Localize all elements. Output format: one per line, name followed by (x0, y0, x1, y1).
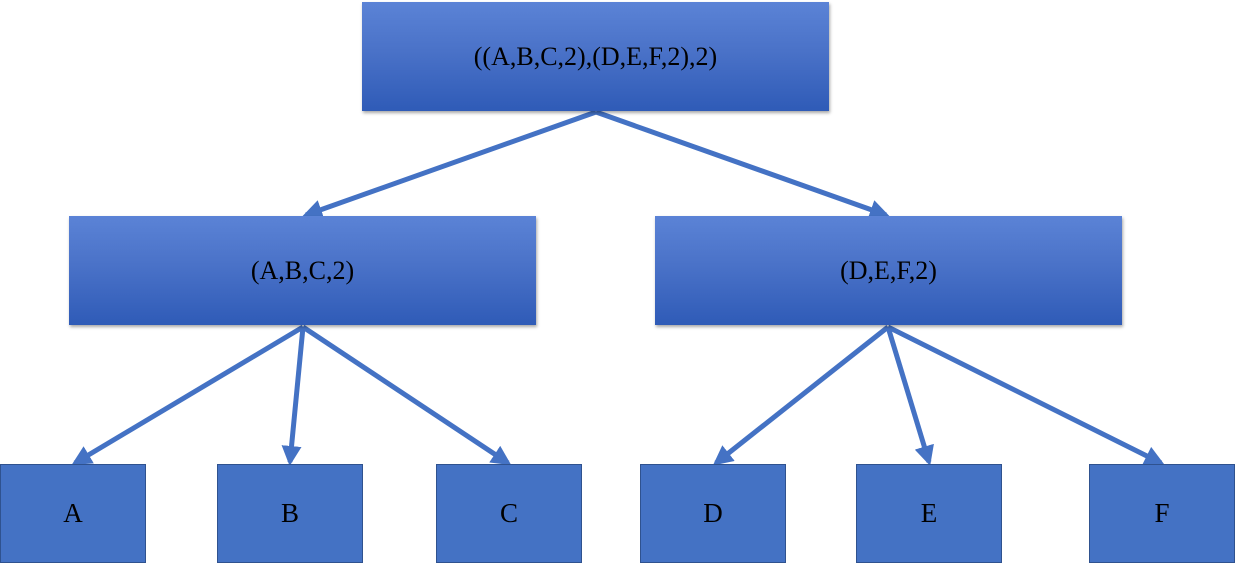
leaf-node-a: A (0, 464, 146, 563)
edge-root-left (302, 109, 597, 220)
leaf-label-a: A (63, 498, 83, 528)
edge-right-e (885, 326, 934, 466)
edge-left-a (71, 324, 305, 466)
left-subtree-label: (A,B,C,2) (250, 255, 355, 285)
leaf-label-c: C (499, 498, 518, 528)
leaf-label-d: D (703, 498, 723, 528)
root-node-label: ((A,B,C,2),(D,E,F,2),2) (473, 41, 718, 71)
right-subtree-node: (D,E,F,2) (655, 216, 1122, 325)
root-node: ((A,B,C,2),(D,E,F,2),2) (362, 2, 829, 111)
edge-left-c (301, 324, 512, 466)
leaf-node-d: D (640, 464, 786, 563)
left-subtree-node: (A,B,C,2) (69, 216, 536, 325)
edge-right-d (712, 325, 890, 466)
edge-root-right (595, 109, 890, 220)
leaf-node-b: B (217, 464, 363, 563)
edge-left-b (281, 326, 306, 466)
leaf-node-f: F (1089, 464, 1235, 563)
leaf-node-c: C (436, 464, 582, 563)
leaf-label-b: B (280, 498, 299, 528)
leaf-label-e: E (920, 498, 938, 528)
leaf-node-e: E (856, 464, 1002, 563)
right-subtree-label: (D,E,F,2) (840, 255, 937, 285)
edge-right-f (886, 324, 1165, 466)
leaf-label-f: F (1154, 498, 1170, 528)
